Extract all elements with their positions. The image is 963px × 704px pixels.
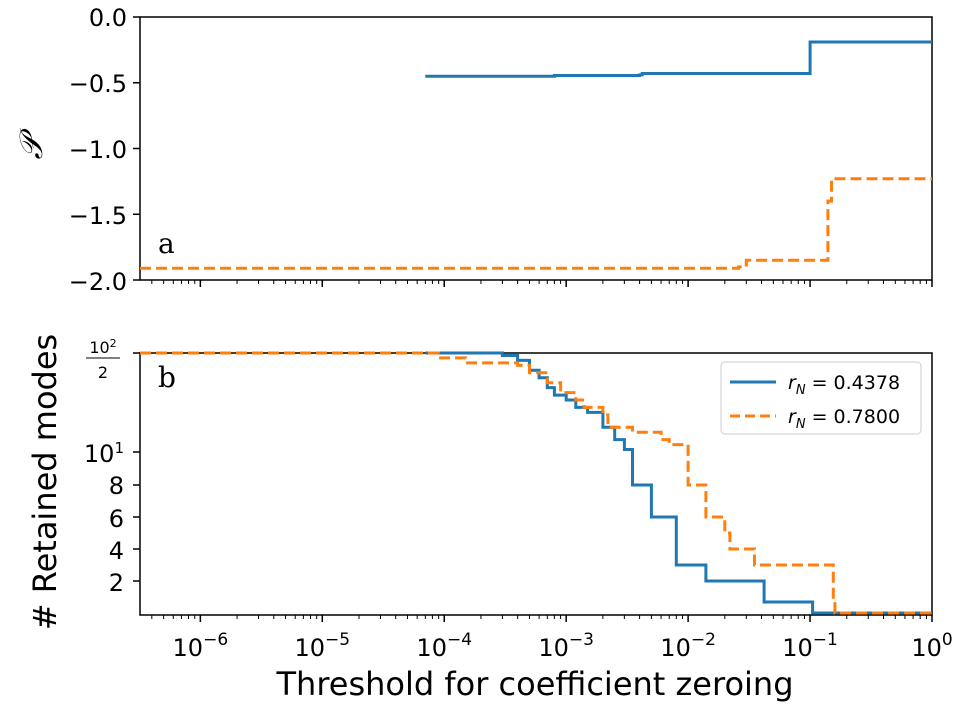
svg-text:102: 102 (89, 337, 116, 357)
panel-a-letter: a (158, 227, 175, 260)
panel-b-y-ticks: 102 2 101 8 6 4 2 (84, 337, 140, 597)
panel-b-frame (139, 352, 933, 616)
x-tick-label: 10−6 (173, 630, 229, 662)
panel-b-letter: b (158, 361, 176, 394)
panel-b-ytick-label-half-hundred: 102 2 (86, 337, 120, 382)
series-line-1 (425, 40, 932, 78)
legend-label-series-1: rN = 0.4378 (788, 372, 900, 398)
series-line-2 (140, 351, 932, 615)
legend-box (720, 361, 922, 435)
x-axis-title: Threshold for coefficient zeroing (275, 665, 793, 703)
series-line-2 (140, 177, 932, 270)
panel-a-ytick-label: 0.0 (89, 4, 127, 32)
panel-b-ytick-label: 2 (109, 569, 124, 597)
panel-b-x-ticks (151, 615, 933, 622)
svg-text:2: 2 (98, 363, 108, 382)
panel-b-ytick-label: 4 (109, 537, 124, 565)
x-tick-label: 100 (911, 630, 952, 662)
panel-b-ylabel: # Retained modes (26, 334, 64, 630)
panel-a-ytick-label: −1.5 (69, 202, 127, 230)
panel-b-ytick-label-ten: 101 (84, 439, 124, 468)
panel-a-ytick-label: −1.0 (69, 136, 127, 164)
series-line-1 (425, 351, 932, 615)
x-tick-label: 10−3 (538, 630, 594, 662)
x-tick-label: 10−5 (294, 630, 350, 662)
x-tick-label: 10−1 (782, 630, 838, 662)
panel-b-x-tick-labels: 10−6 10−5 10−4 10−3 10−2 10−1 100 (173, 630, 953, 662)
legend-label-series-2: rN = 0.7800 (788, 406, 900, 432)
panel-a-ytick-label: −2.0 (69, 268, 127, 296)
panel-b-ytick-label: 6 (109, 505, 124, 533)
panel-a-y-ticks: 0.0 −0.5 −1.0 −1.5 −2.0 (69, 4, 140, 296)
x-tick-label: 10−4 (416, 630, 472, 662)
panel-a-x-ticks (151, 280, 933, 287)
legend: rN = 0.4378 rN = 0.7800 (720, 361, 922, 435)
panel-a-frame (139, 16, 933, 281)
panel-b-ytick-label: 8 (109, 472, 124, 500)
panel-b-lines (140, 351, 932, 615)
panel-a-lines (140, 40, 932, 270)
panel-a-ytick-label: −0.5 (69, 70, 127, 98)
panel-a: 0.0 −0.5 −1.0 −1.5 −2.0 𝒫 a (12, 4, 933, 296)
panel-a-ylabel: 𝒫 (12, 128, 50, 160)
x-tick-label: 10−2 (660, 630, 716, 662)
panel-b: 102 2 101 8 6 4 2 # Retained modes b rN … (26, 334, 953, 703)
